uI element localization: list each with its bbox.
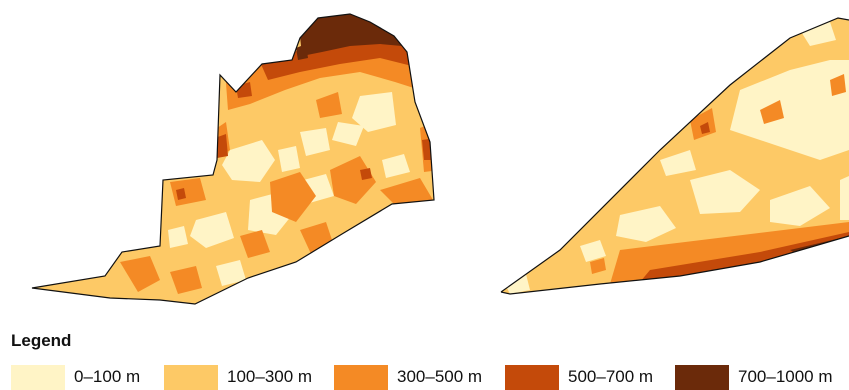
legend-label-700-1000: 700–1000 m bbox=[738, 367, 833, 386]
legend-swatch-100-300 bbox=[164, 365, 218, 390]
legend-swatch-500-700 bbox=[505, 365, 559, 390]
zone-500-700-right bbox=[640, 122, 849, 282]
region-right bbox=[501, 18, 849, 294]
legend-label-300-500: 300–500 m bbox=[397, 367, 483, 386]
region-left-outline bbox=[31, 13, 435, 305]
legend-swatch-0-100 bbox=[11, 365, 65, 390]
legend-title: Legend bbox=[11, 331, 72, 350]
legend-label-500-700: 500–700 m bbox=[568, 367, 654, 386]
legend-label-0-100: 0–100 m bbox=[74, 367, 141, 386]
region-right-outline bbox=[500, 17, 849, 295]
region-left bbox=[32, 14, 434, 304]
legend-swatch-300-500 bbox=[334, 365, 388, 390]
zone-0-100-right bbox=[505, 22, 849, 294]
elevation-map bbox=[31, 13, 849, 305]
legend-label-100-300: 100–300 m bbox=[227, 367, 313, 386]
legend-swatch-700-1000 bbox=[675, 365, 729, 390]
legend: Legend 0–100 m 100–300 m 300–500 m 500–7… bbox=[0, 328, 849, 390]
